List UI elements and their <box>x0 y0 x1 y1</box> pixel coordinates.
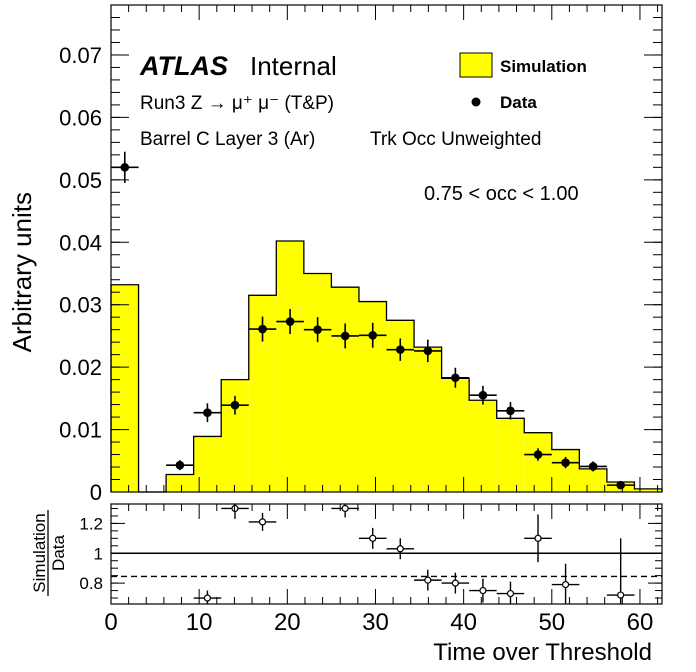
simulation-bar <box>551 449 580 492</box>
x-tick-label: 60 <box>627 609 654 636</box>
ratio-y-tick-label: 1 <box>94 544 103 563</box>
data-point <box>175 460 185 470</box>
simulation-bar <box>276 241 304 492</box>
legend-data-marker <box>471 97 481 107</box>
atlas-label: ATLAS <box>139 51 228 81</box>
y-tick-label: 0.04 <box>59 230 102 255</box>
data-point <box>368 330 378 340</box>
data-point <box>423 346 433 356</box>
y-tick-label: 0.06 <box>59 105 102 130</box>
x-tick-label: 10 <box>186 609 213 636</box>
y-axis-label: Arbitrary units <box>7 192 37 352</box>
data-point <box>340 331 350 341</box>
data-point <box>533 450 543 459</box>
ratio-point <box>396 545 404 553</box>
ratio-point <box>451 579 459 587</box>
data-point <box>203 408 212 418</box>
data-point <box>451 373 460 383</box>
main-plot-area: 0 0.01 0.02 0.03 0.04 0.05 0.06 0.07 <box>59 4 663 505</box>
data-point <box>313 325 322 334</box>
ratio-y-tick-label: 1.2 <box>79 514 103 533</box>
data-point <box>506 406 515 416</box>
legend-simulation-label: Simulation <box>500 57 587 76</box>
ratio-point <box>258 518 267 526</box>
x-tick-label: 20 <box>274 609 301 636</box>
data-point <box>478 390 488 400</box>
main-frame <box>110 4 663 493</box>
ratio-point <box>369 534 377 542</box>
simulation-bar <box>469 400 497 492</box>
data-point <box>285 317 295 326</box>
data-point <box>561 458 570 467</box>
data-point <box>230 400 240 410</box>
legend-data-label: Data <box>500 93 537 112</box>
ratio-point <box>479 586 487 595</box>
simulation-bar <box>496 418 525 492</box>
x-tick-label: 30 <box>362 609 389 636</box>
simulation-bar <box>414 347 442 492</box>
occupancy-range-label: 0.75 < occ < 1.00 <box>424 183 579 205</box>
simulation-bar <box>579 468 607 492</box>
y-tick-label: 0.07 <box>59 43 102 68</box>
ratio-point <box>617 591 625 599</box>
internal-label: Internal <box>250 51 337 81</box>
simulation-bar <box>166 474 194 492</box>
ratio-point <box>341 504 349 513</box>
simulation-bar <box>111 284 139 492</box>
data-point <box>616 480 625 490</box>
annotation-line2: Barrel C Layer 3 (Ar) <box>140 129 315 150</box>
ratio-frame <box>110 503 663 605</box>
simulation-bar <box>524 432 552 492</box>
legend-simulation-swatch <box>459 52 493 78</box>
data-point <box>120 163 130 172</box>
y-tick-label: 0.01 <box>59 418 102 443</box>
data-point <box>588 462 598 471</box>
ratio-y-tick-label: 0.8 <box>79 574 103 593</box>
y-tick-label: 0 <box>90 480 102 505</box>
annotation-line3: Trk Occ Unweighted <box>370 129 541 150</box>
y-tick-label: 0.02 <box>59 355 102 380</box>
x-tick-label: 50 <box>538 609 565 636</box>
ratio-point <box>534 534 542 542</box>
ratio-label-top: Simulation <box>30 513 49 592</box>
ratio-plot-area: 0.8 1 1.2 0 10 20 30 40 50 60 <box>79 503 663 636</box>
ratio-point <box>561 580 570 589</box>
ratio-points-group <box>193 504 635 604</box>
simulation-outline <box>110 240 663 493</box>
ratio-point <box>231 504 239 513</box>
y-tick-label: 0.05 <box>59 168 102 193</box>
x-tick-label: 40 <box>450 609 477 636</box>
simulation-bar <box>634 488 662 492</box>
x-tick-label: 0 <box>104 609 117 636</box>
simulation-bar <box>303 273 332 492</box>
data-point <box>258 324 267 334</box>
x-axis-label: Time over Threshold <box>433 639 652 666</box>
annotation-line1: Run3 Z → μ⁺ μ⁻ (T&P) <box>140 93 334 114</box>
simulation-bar <box>441 378 470 492</box>
y-tick-label: 0.03 <box>59 293 102 318</box>
simulation-bar <box>331 287 359 492</box>
ratio-label-bottom: Data <box>49 535 68 571</box>
ratio-point <box>424 576 432 584</box>
ratio-point <box>506 589 515 598</box>
simulation-bar <box>193 436 222 492</box>
data-point <box>395 345 405 354</box>
ratio-point <box>203 594 212 602</box>
